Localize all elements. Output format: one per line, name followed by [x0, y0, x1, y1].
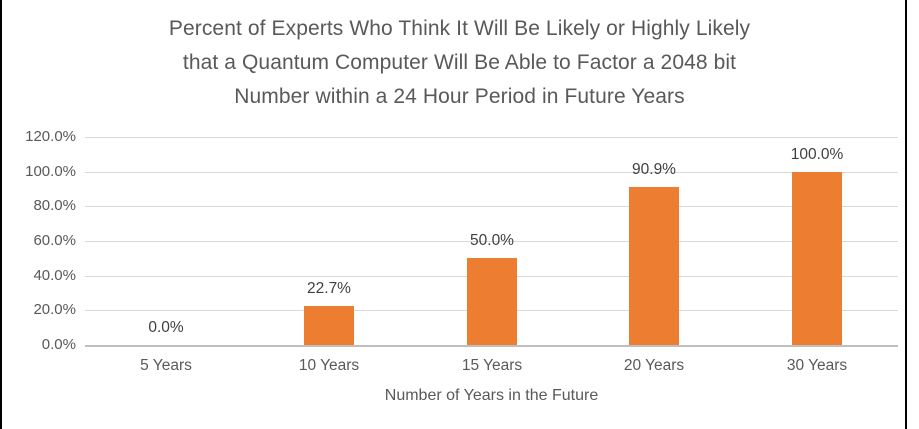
chart-title-line-1: Percent of Experts Who Think It Will Be …	[168, 17, 751, 40]
x-category-label: 15 Years	[461, 357, 523, 374]
bar-data-label: 0.0%	[148, 319, 184, 336]
y-gridline	[85, 137, 898, 138]
x-category-label: 20 Years	[623, 357, 685, 374]
x-category-label: 30 Years	[786, 357, 848, 374]
x-axis-title: Number of Years in the Future	[384, 387, 599, 404]
bar-data-label: 100.0%	[790, 146, 844, 163]
chart-title-line-3: Number within a 24 Hour Period in Future…	[234, 85, 685, 108]
x-category-label: 10 Years	[298, 357, 360, 374]
bar-30-years	[792, 172, 842, 345]
x-category-label: 5 Years	[140, 357, 192, 374]
y-gridline	[85, 241, 898, 242]
y-tick-label: 120.0%	[25, 128, 76, 145]
chart-title: Percent of Experts Who Think It Will Be …	[0, 12, 919, 114]
bar-data-label: 50.0%	[470, 232, 514, 249]
y-gridline	[85, 206, 898, 207]
y-tick-label: 100.0%	[25, 163, 76, 180]
bar-data-label: 90.9%	[632, 161, 676, 178]
bar-data-label: 22.7%	[307, 280, 351, 297]
bar-10-years	[304, 306, 354, 345]
y-tick-label: 0.0%	[41, 336, 76, 353]
y-tick-label: 20.0%	[33, 301, 76, 318]
y-tick-label: 40.0%	[33, 267, 76, 284]
bar-20-years	[629, 187, 679, 345]
y-tick-label: 80.0%	[33, 197, 76, 214]
y-gridline	[85, 172, 898, 173]
bar-15-years	[467, 258, 517, 345]
y-tick-label: 60.0%	[33, 232, 76, 249]
x-axis-line	[85, 345, 898, 347]
chart-title-line-2: that a Quantum Computer Will Be Able to …	[182, 51, 737, 74]
